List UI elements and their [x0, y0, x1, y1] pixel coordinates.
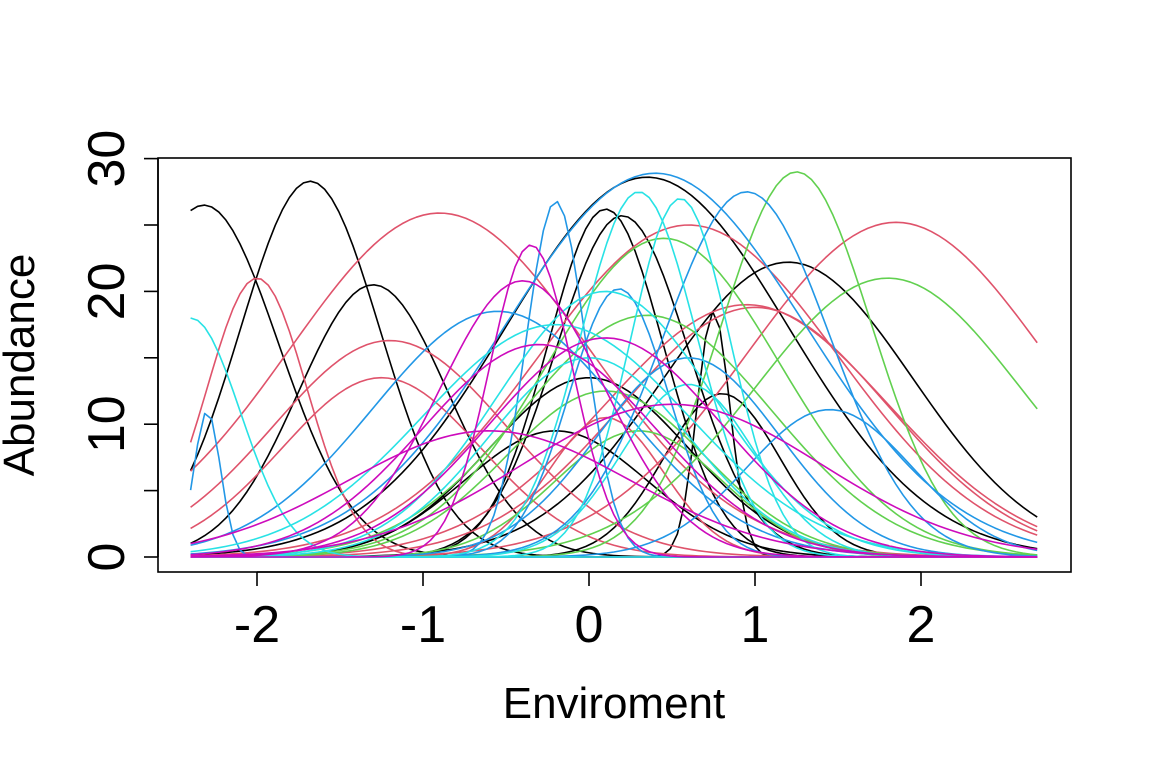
- series-line-23: [190, 314, 1038, 558]
- x-tick-label: -2: [234, 596, 280, 654]
- series-line-27: [190, 172, 1038, 555]
- series-line-45: [190, 403, 1038, 557]
- y-axis-title: Abundance: [0, 254, 44, 477]
- y-tick-label: 10: [78, 395, 136, 453]
- series-line-12: [190, 212, 1038, 558]
- series-line-36: [190, 290, 1038, 558]
- y-axis: 0 10 20 30: [78, 130, 159, 572]
- series-line-46: [190, 430, 1038, 558]
- x-tick-label: 0: [575, 596, 604, 654]
- series-line-43: [190, 343, 1038, 558]
- series-line-37: [190, 323, 1038, 558]
- x-axis: -2 -1 0 1 2: [234, 571, 936, 654]
- y-tick-label: 30: [78, 130, 136, 188]
- curves-layer: [189, 171, 1038, 558]
- series-line-15: [190, 224, 1038, 557]
- series-line-42: [190, 279, 1038, 558]
- series-line-18: [190, 306, 1038, 558]
- series-line-44: [190, 337, 1038, 558]
- x-tick-label: 1: [741, 596, 770, 654]
- y-tick-label: 0: [78, 543, 136, 572]
- series-line-19: [190, 416, 1038, 558]
- x-axis-title: Enviroment: [503, 679, 726, 728]
- series-line-16: [190, 221, 1038, 558]
- x-tick-label: 2: [907, 596, 936, 654]
- x-tick-label: -1: [400, 596, 446, 654]
- series-line-22: [190, 237, 1038, 558]
- series-line-3: [190, 176, 1038, 556]
- y-tick-label: 20: [78, 262, 136, 320]
